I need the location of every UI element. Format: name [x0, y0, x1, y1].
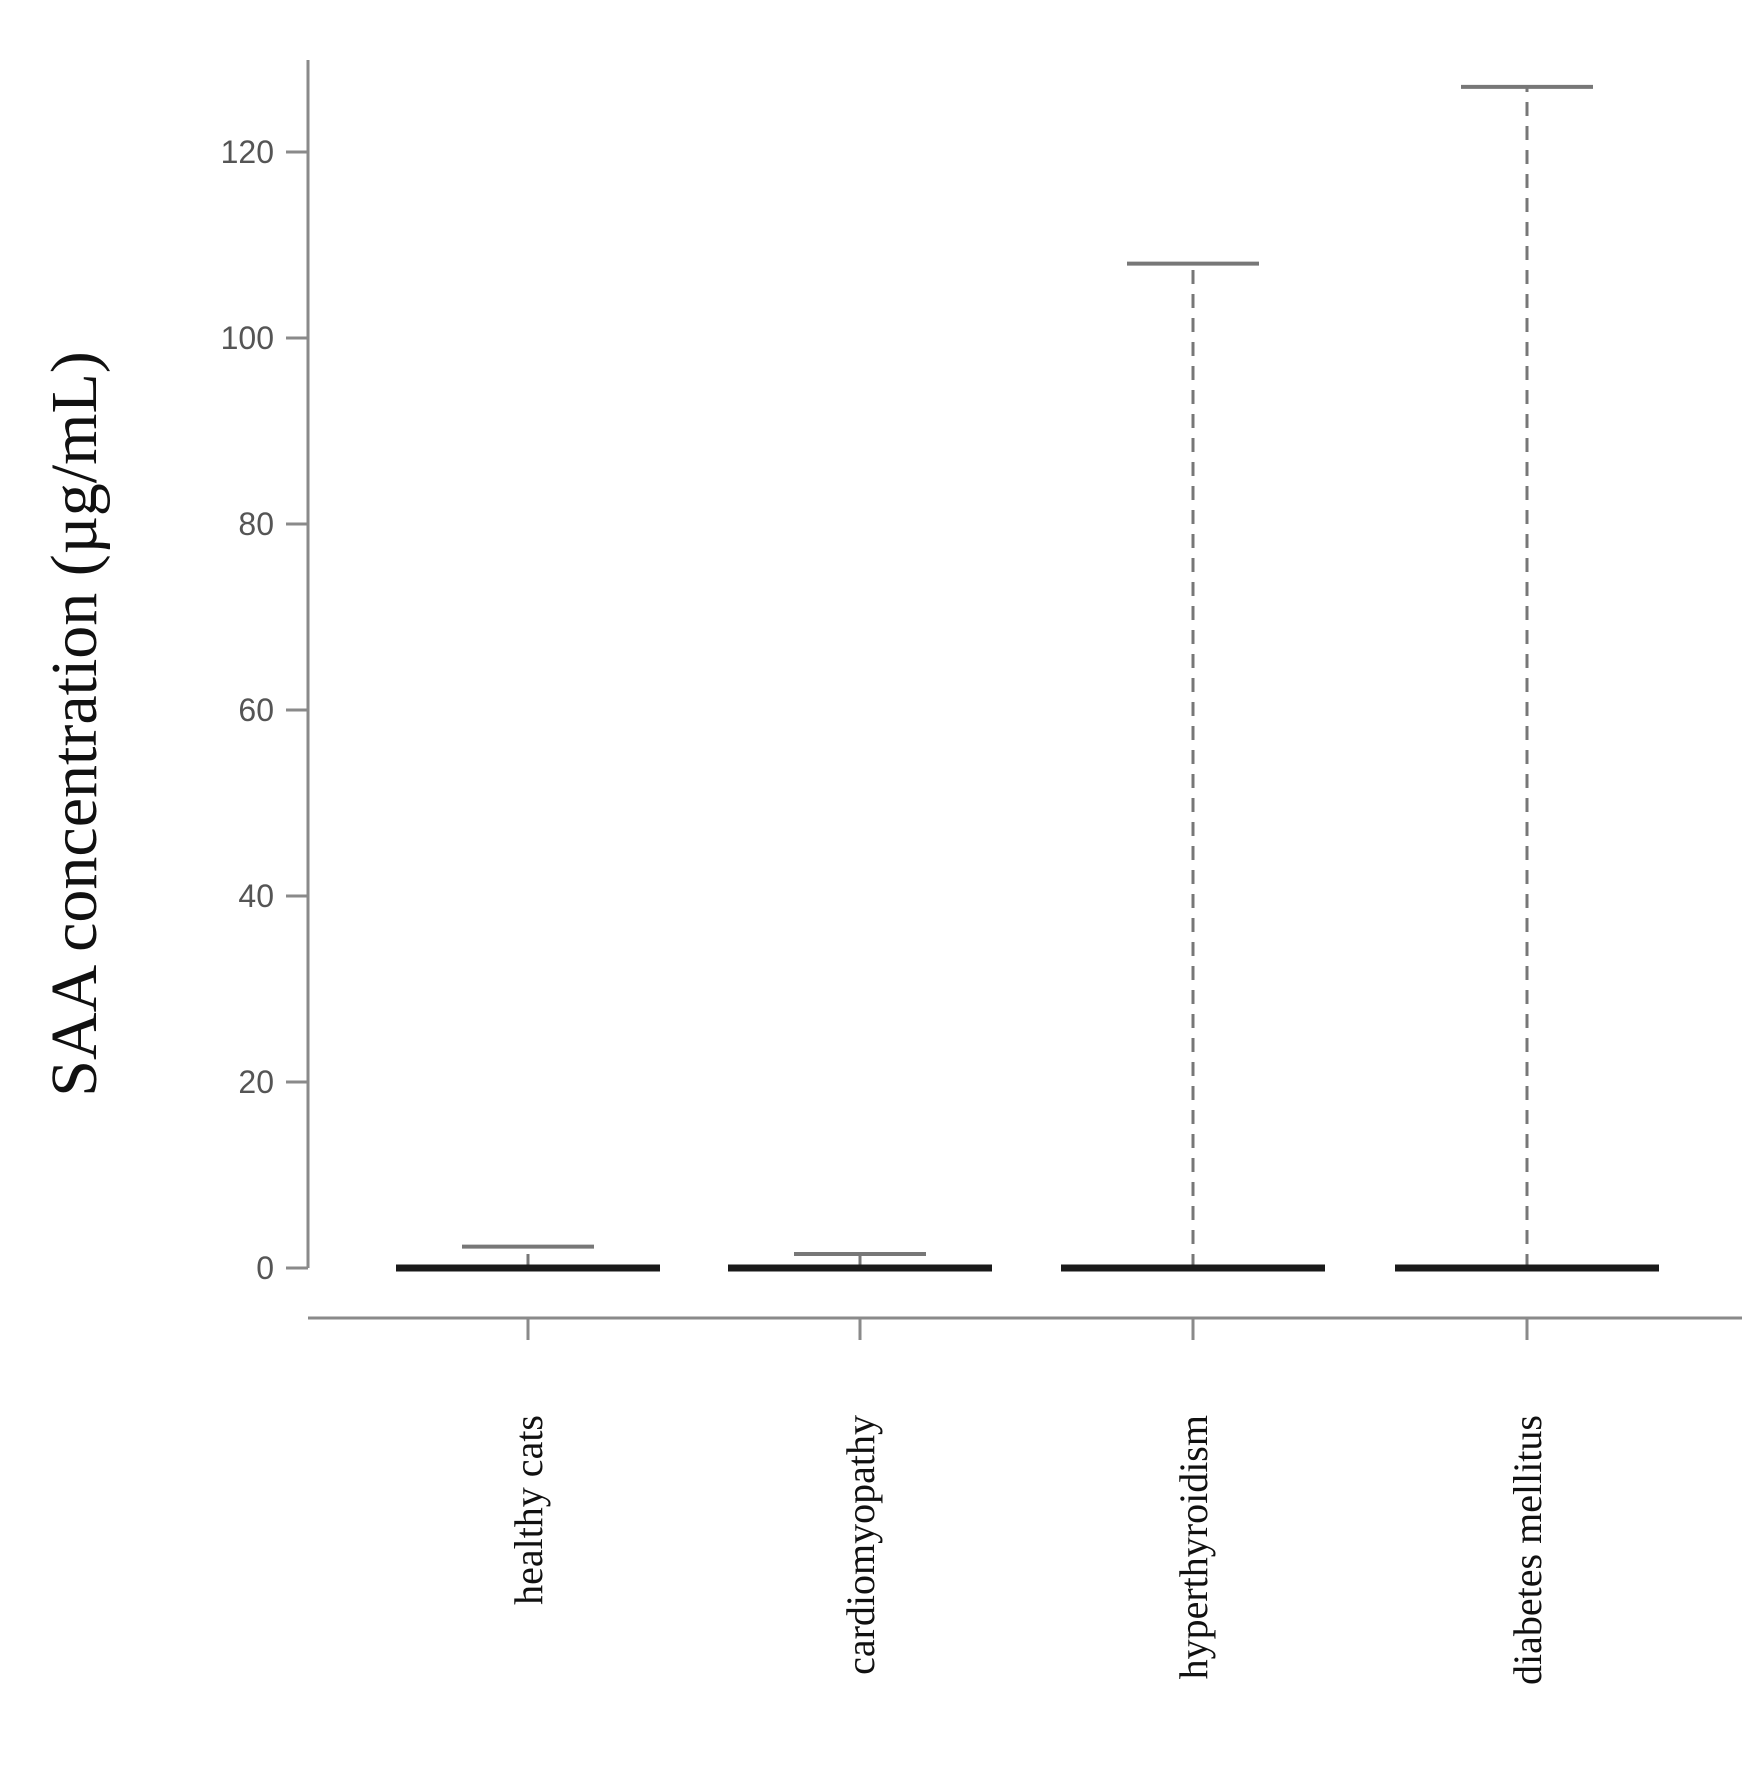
x-axis: healthy cats cardiomyopathy hyperthyroidis…	[308, 1316, 1742, 1685]
box-healthy-cats	[396, 1244, 660, 1272]
y-tick-label: 120	[221, 134, 274, 170]
box-diabetes-mellitus	[1395, 84, 1659, 1272]
y-tick-label: 0	[256, 1250, 274, 1286]
x-tick-label: diabetes mellitus	[1505, 1415, 1550, 1685]
box-cardiomyopathy	[728, 1252, 992, 1272]
y-axis: 0 20 40 60 80 100 120	[221, 60, 310, 1286]
x-tick-label: hyperthyroidism	[1171, 1415, 1216, 1679]
y-tick-label: 80	[238, 506, 274, 542]
y-tick-label: 60	[238, 692, 274, 728]
boxplot-series	[396, 84, 1659, 1272]
y-tick-label: 20	[238, 1064, 274, 1100]
x-tick-label: cardiomyopathy	[838, 1415, 883, 1675]
y-axis-title: SAA concentration (µg/mL)	[38, 351, 111, 1097]
y-tick-label: 40	[238, 878, 274, 914]
box-hyperthyroidism	[1061, 261, 1325, 1272]
x-tick-label: healthy cats	[506, 1415, 551, 1605]
y-tick-label: 100	[221, 320, 274, 356]
